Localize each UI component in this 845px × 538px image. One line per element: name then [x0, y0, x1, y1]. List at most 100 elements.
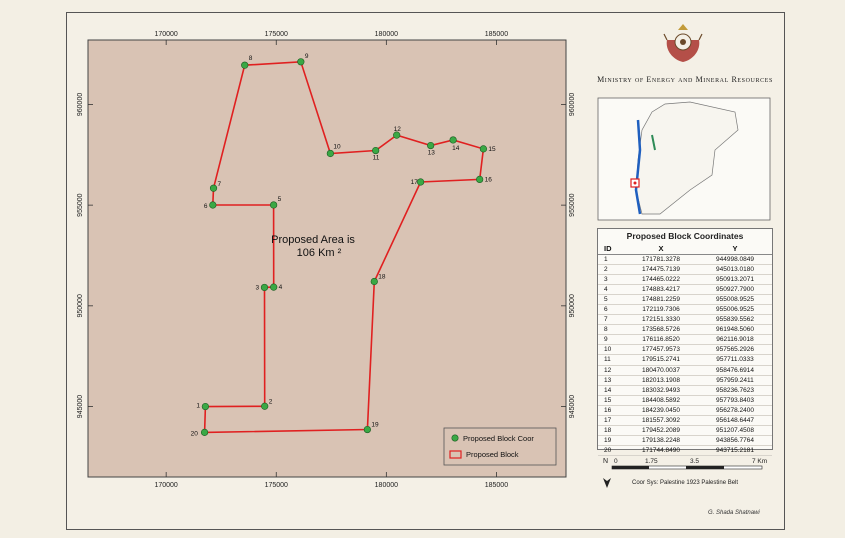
block-point-label: 6	[204, 203, 208, 210]
north-label: N	[603, 458, 608, 465]
cell-id: 18	[598, 425, 624, 436]
block-point-label: 14	[452, 145, 460, 152]
block-point	[201, 402, 209, 411]
map-frame	[87, 39, 567, 478]
block-point-label: 13	[428, 150, 436, 157]
cell-y: 951207.4508	[698, 425, 772, 436]
emblem-seal-icon	[663, 24, 703, 62]
y-tick-label-left: 950000	[77, 294, 84, 317]
block-point	[427, 141, 435, 150]
table-row: 4 174883.4217 950927.7900	[598, 284, 772, 296]
block-point	[260, 283, 269, 292]
table-row: 6 172119.7306 955006.9525	[598, 304, 772, 316]
y-tick-label-left: 955000	[77, 193, 84, 216]
cell-y: 961948.5060	[698, 324, 772, 336]
x-tick-label-bottom: 175000	[265, 482, 288, 489]
cell-id: 11	[598, 354, 624, 366]
table-row: 20 171744.8490 943715.2181	[598, 445, 772, 456]
cell-id: 6	[598, 304, 624, 316]
cell-id: 12	[598, 365, 624, 376]
cell-x: 174881.2259	[624, 294, 698, 306]
cell-x: 179515.2741	[624, 354, 698, 366]
inset-locator-map	[597, 97, 771, 221]
cell-id: 2	[598, 264, 624, 276]
cell-y: 955839.5562	[698, 314, 772, 326]
table-row: 19 179138.2248 943856.7764	[598, 435, 772, 446]
block-point	[270, 283, 278, 291]
area-label-2: 106 Km ²	[297, 247, 342, 259]
block-point-label: 20	[191, 430, 199, 437]
col-x: X	[624, 242, 698, 255]
cell-id: 3	[598, 274, 624, 286]
cell-y: 950913.2071	[698, 274, 772, 286]
cell-x: 177457.9573	[624, 344, 698, 356]
block-point	[417, 178, 425, 186]
grid-ticks	[88, 40, 566, 477]
x-tick-labels-bottom: 170000 175000 180000 185000	[154, 482, 508, 489]
table-row: 14 183032.9493 958236.7623	[598, 385, 772, 396]
cell-id: 14	[598, 385, 624, 396]
block-point	[449, 136, 457, 144]
x-tick-label-top: 175000	[265, 31, 288, 38]
cell-x: 171744.8490	[624, 445, 698, 456]
ministry-title: Ministry of Energy and Mineral Resources	[597, 75, 773, 84]
map-credit: G. Shada Shatnawi	[708, 510, 760, 516]
block-point-label: 8	[249, 55, 253, 62]
cell-y: 957565.2926	[698, 344, 772, 356]
block-point	[261, 402, 269, 410]
cell-x: 179138.2248	[624, 435, 698, 446]
table-row: 17 181557.3092 956148.6447	[598, 415, 772, 426]
block-point	[479, 145, 488, 153]
cell-x: 176116.8520	[624, 334, 698, 346]
block-point-label: 3	[255, 284, 259, 291]
y-tick-label-right: 960000	[569, 93, 576, 116]
block-point	[363, 425, 371, 434]
table-row: 13 182013.1908 957959.2411	[598, 375, 772, 386]
table-row: 5 174881.2259 955008.9525	[598, 294, 772, 306]
block-point-label: 19	[371, 422, 379, 429]
cell-id: 13	[598, 375, 624, 386]
cell-y: 943856.7764	[698, 435, 772, 446]
cell-y: 958476.6914	[698, 365, 772, 376]
y-tick-label-right: 945000	[569, 395, 576, 418]
x-tick-label-top: 180000	[375, 31, 398, 38]
y-tick-label-left: 945000	[77, 395, 84, 418]
cell-id: 8	[598, 324, 624, 336]
table-row: 8 173568.5726 961948.5060	[598, 324, 772, 336]
block-point-label: 4	[279, 284, 283, 291]
block-point-label: 17	[411, 179, 419, 186]
block-point-label: 5	[278, 196, 282, 203]
cell-x: 172151.3330	[624, 314, 698, 326]
cell-x: 184239.0450	[624, 405, 698, 416]
cell-x: 183032.9493	[624, 385, 698, 396]
scale-label-0: 0	[614, 458, 618, 465]
legend-block-label: Proposed Block	[466, 450, 519, 459]
cell-id: 9	[598, 334, 624, 346]
x-tick-label-bottom: 180000	[375, 482, 398, 489]
block-point	[476, 175, 484, 183]
scale-label-2: 3.5	[690, 458, 699, 465]
block-point	[326, 149, 334, 158]
col-id: ID	[598, 242, 624, 255]
y-tick-label-right: 955000	[569, 193, 576, 216]
cell-x: 180470.0037	[624, 365, 698, 376]
block-point-label: 1	[196, 403, 200, 410]
table-row: 7 172151.3330 955839.5562	[598, 314, 772, 326]
table-title: Proposed Block Coordinates	[626, 231, 744, 241]
table-row: 2 174475.7139 945013.0180	[598, 264, 772, 276]
cell-y: 957711.0333	[698, 354, 772, 366]
cell-y: 958236.7623	[698, 385, 772, 396]
x-tick-label-bottom: 170000	[154, 482, 177, 489]
table-row: 3 174465.0222 950913.2071	[598, 274, 772, 286]
block-point	[209, 184, 218, 192]
cell-y: 944998.0849	[698, 254, 772, 266]
table-row: 15 184408.5892 957793.8403	[598, 395, 772, 406]
cell-x: 172119.7306	[624, 304, 698, 316]
cell-y: 945013.0180	[698, 264, 772, 276]
block-point-label: 15	[488, 146, 496, 153]
block-point-label: 10	[333, 143, 341, 150]
block-point	[209, 201, 217, 209]
table-row: 12 180470.0037 958476.6914	[598, 365, 772, 376]
